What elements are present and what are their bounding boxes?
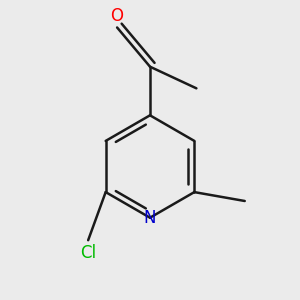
Text: Cl: Cl	[80, 244, 96, 262]
Text: O: O	[111, 7, 124, 25]
Text: N: N	[144, 209, 156, 227]
